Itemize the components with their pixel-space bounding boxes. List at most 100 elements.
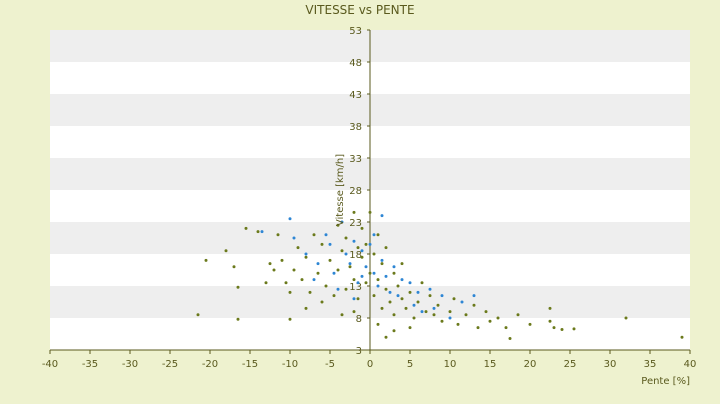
data-point (288, 217, 292, 221)
data-point (368, 210, 372, 214)
data-point (264, 281, 268, 285)
data-point (436, 303, 440, 307)
data-point (488, 319, 492, 323)
data-point (396, 294, 400, 298)
data-point (448, 316, 452, 320)
data-point (304, 252, 308, 256)
y-tick-label: 13 (349, 282, 362, 293)
data-point (392, 271, 396, 275)
data-point (352, 210, 356, 214)
data-point (380, 306, 384, 310)
data-point (528, 322, 532, 326)
data-point (344, 236, 348, 240)
x-tick-label: -40 (42, 359, 58, 370)
data-point (332, 294, 336, 298)
data-point (372, 271, 376, 275)
data-point (196, 313, 200, 317)
data-point (308, 290, 312, 294)
data-point (344, 252, 348, 256)
data-point (360, 255, 364, 259)
x-tick-label: 35 (644, 359, 657, 370)
data-point (408, 326, 412, 330)
data-point (292, 268, 296, 272)
y-tick-label: 8 (356, 314, 362, 325)
data-point (312, 278, 316, 282)
x-tick-label: 5 (407, 359, 413, 370)
data-point (404, 306, 408, 310)
data-point (384, 335, 388, 339)
data-point (380, 258, 384, 262)
data-point (380, 214, 384, 218)
data-point (360, 274, 364, 278)
y-tick-label: 3 (356, 346, 362, 357)
data-point (304, 306, 308, 310)
data-point (340, 249, 344, 253)
data-point (484, 310, 488, 314)
data-point (348, 265, 352, 269)
axes (49, 29, 691, 354)
data-point (496, 316, 500, 320)
y-tick-label: 28 (349, 186, 362, 197)
data-point (548, 319, 552, 323)
data-point (332, 271, 336, 275)
data-point (376, 284, 380, 288)
x-tick-label: -10 (282, 359, 298, 370)
data-points (196, 210, 684, 340)
data-point (300, 278, 304, 282)
data-point (392, 265, 396, 269)
data-point (624, 316, 628, 320)
data-point (340, 220, 344, 224)
data-point (416, 290, 420, 294)
data-point (476, 326, 480, 330)
data-point (336, 287, 340, 291)
data-point (552, 326, 556, 330)
data-point (440, 319, 444, 323)
data-point (376, 322, 380, 326)
data-point (372, 252, 376, 256)
data-point (316, 271, 320, 275)
y-tick-label: 38 (349, 122, 362, 133)
data-point (316, 262, 320, 266)
data-point (432, 306, 436, 310)
data-point (328, 242, 332, 246)
x-tick-label: -35 (82, 359, 98, 370)
y-tick-label: 53 (349, 26, 362, 37)
data-point (452, 297, 456, 301)
data-point (372, 294, 376, 298)
data-point (392, 329, 396, 333)
data-point (296, 246, 300, 250)
data-point (412, 303, 416, 307)
x-tick-label: 25 (564, 359, 577, 370)
data-point (400, 297, 404, 301)
data-point (456, 322, 460, 326)
data-point (360, 226, 364, 230)
data-point (460, 300, 464, 304)
data-point (352, 310, 356, 314)
data-point (560, 328, 564, 332)
data-point (368, 242, 372, 246)
x-tick-label: 30 (604, 359, 617, 370)
data-point (424, 310, 428, 314)
data-point (320, 300, 324, 304)
x-tick-label: 15 (484, 359, 497, 370)
data-point (224, 249, 228, 253)
data-point (232, 265, 236, 269)
data-point (320, 242, 324, 246)
data-point (408, 290, 412, 294)
data-point (272, 268, 276, 272)
data-point (472, 294, 476, 298)
data-point (508, 336, 512, 340)
data-point (376, 233, 380, 237)
data-point (324, 284, 328, 288)
data-point (340, 313, 344, 317)
data-point (516, 313, 520, 317)
x-tick-label: -20 (202, 359, 218, 370)
data-point (420, 310, 424, 314)
data-point (364, 265, 368, 269)
data-point (336, 268, 340, 272)
data-point (392, 313, 396, 317)
chart-title: VITESSE vs PENTE (305, 3, 414, 17)
data-point (356, 297, 360, 301)
data-point (368, 271, 372, 275)
